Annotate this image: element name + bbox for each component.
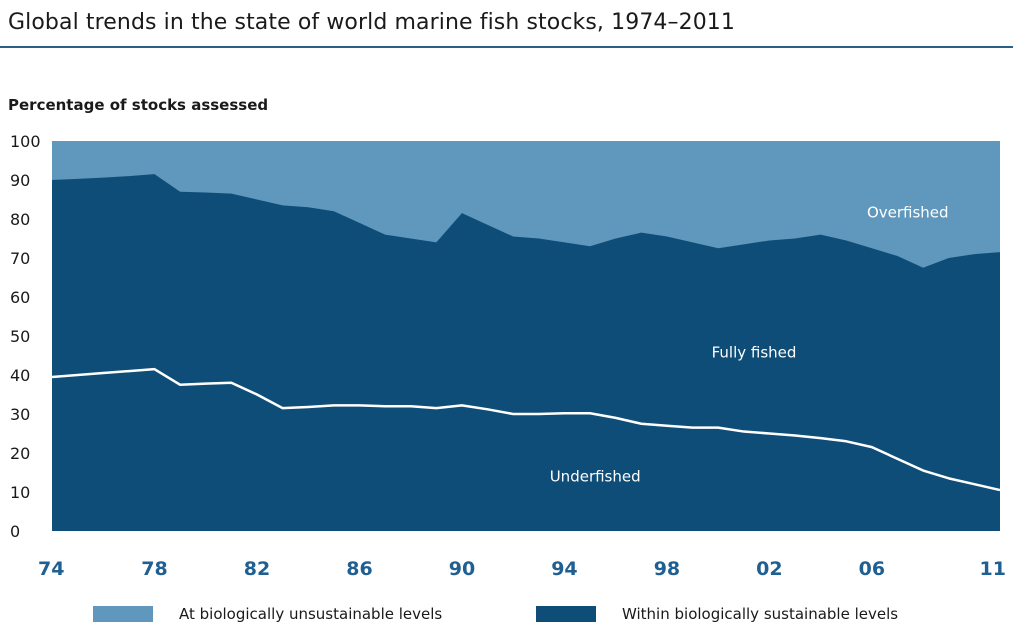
chart-title: Global trends in the state of world mari… — [8, 10, 735, 35]
plot-area — [51, 141, 1001, 531]
underfished-label: Underfished — [550, 467, 641, 485]
x-tick-label: 74 — [38, 558, 64, 580]
y-tick-label: 20 — [10, 444, 30, 463]
fully-fished-label: Fully fished — [712, 343, 797, 361]
x-tick-label: 78 — [141, 558, 167, 580]
fully-fished-area — [52, 174, 1000, 531]
x-tick-label: 11 — [980, 558, 1006, 580]
legend-swatch-unsustainable — [93, 606, 153, 622]
y-tick-label: 30 — [10, 405, 30, 424]
chart-canvas: 0 10 20 30 40 50 60 70 80 90 100 74 78 82 86 90 94 98 02 0… — [10, 132, 1006, 580]
y-axis-ticks: 0 10 20 30 40 50 60 70 80 90 100 — [10, 132, 41, 541]
x-tick-label: 94 — [551, 558, 577, 580]
title-underline — [0, 46, 1013, 48]
y-tick-label: 50 — [10, 327, 30, 346]
legend-item-unsustainable: At biologically unsustainable levels — [93, 604, 442, 624]
x-tick-label: 02 — [756, 558, 782, 580]
x-tick-label: 90 — [449, 558, 475, 580]
x-tick-label: 86 — [346, 558, 372, 580]
y-tick-label: 10 — [10, 483, 30, 502]
y-axis-label: Percentage of stocks assessed — [8, 96, 269, 114]
y-tick-label: 100 — [10, 132, 41, 151]
y-tick-label: 80 — [10, 210, 30, 229]
overfished-label: Overfished — [867, 203, 949, 221]
x-tick-label: 98 — [654, 558, 680, 580]
underfished-boundary-line — [51, 367, 1001, 492]
y-tick-label: 40 — [10, 366, 30, 385]
area-labels: Overfished Fully fished Underfished — [550, 203, 949, 485]
x-tick-label: 06 — [859, 558, 885, 580]
legend-label-sustainable: Within biologically sustainable levels — [622, 605, 899, 623]
y-tick-label: 70 — [10, 249, 30, 268]
x-tick-label: 82 — [244, 558, 270, 580]
y-tick-label: 60 — [10, 288, 30, 307]
legend-item-sustainable: Within biologically sustainable levels — [536, 604, 898, 624]
y-tick-label: 90 — [10, 171, 30, 190]
legend-swatch-sustainable — [536, 606, 596, 622]
y-tick-label: 0 — [10, 522, 20, 541]
legend-label-unsustainable: At biologically unsustainable levels — [179, 605, 443, 623]
x-axis-ticks: 74 78 82 86 90 94 98 02 06 11 — [38, 558, 1006, 580]
